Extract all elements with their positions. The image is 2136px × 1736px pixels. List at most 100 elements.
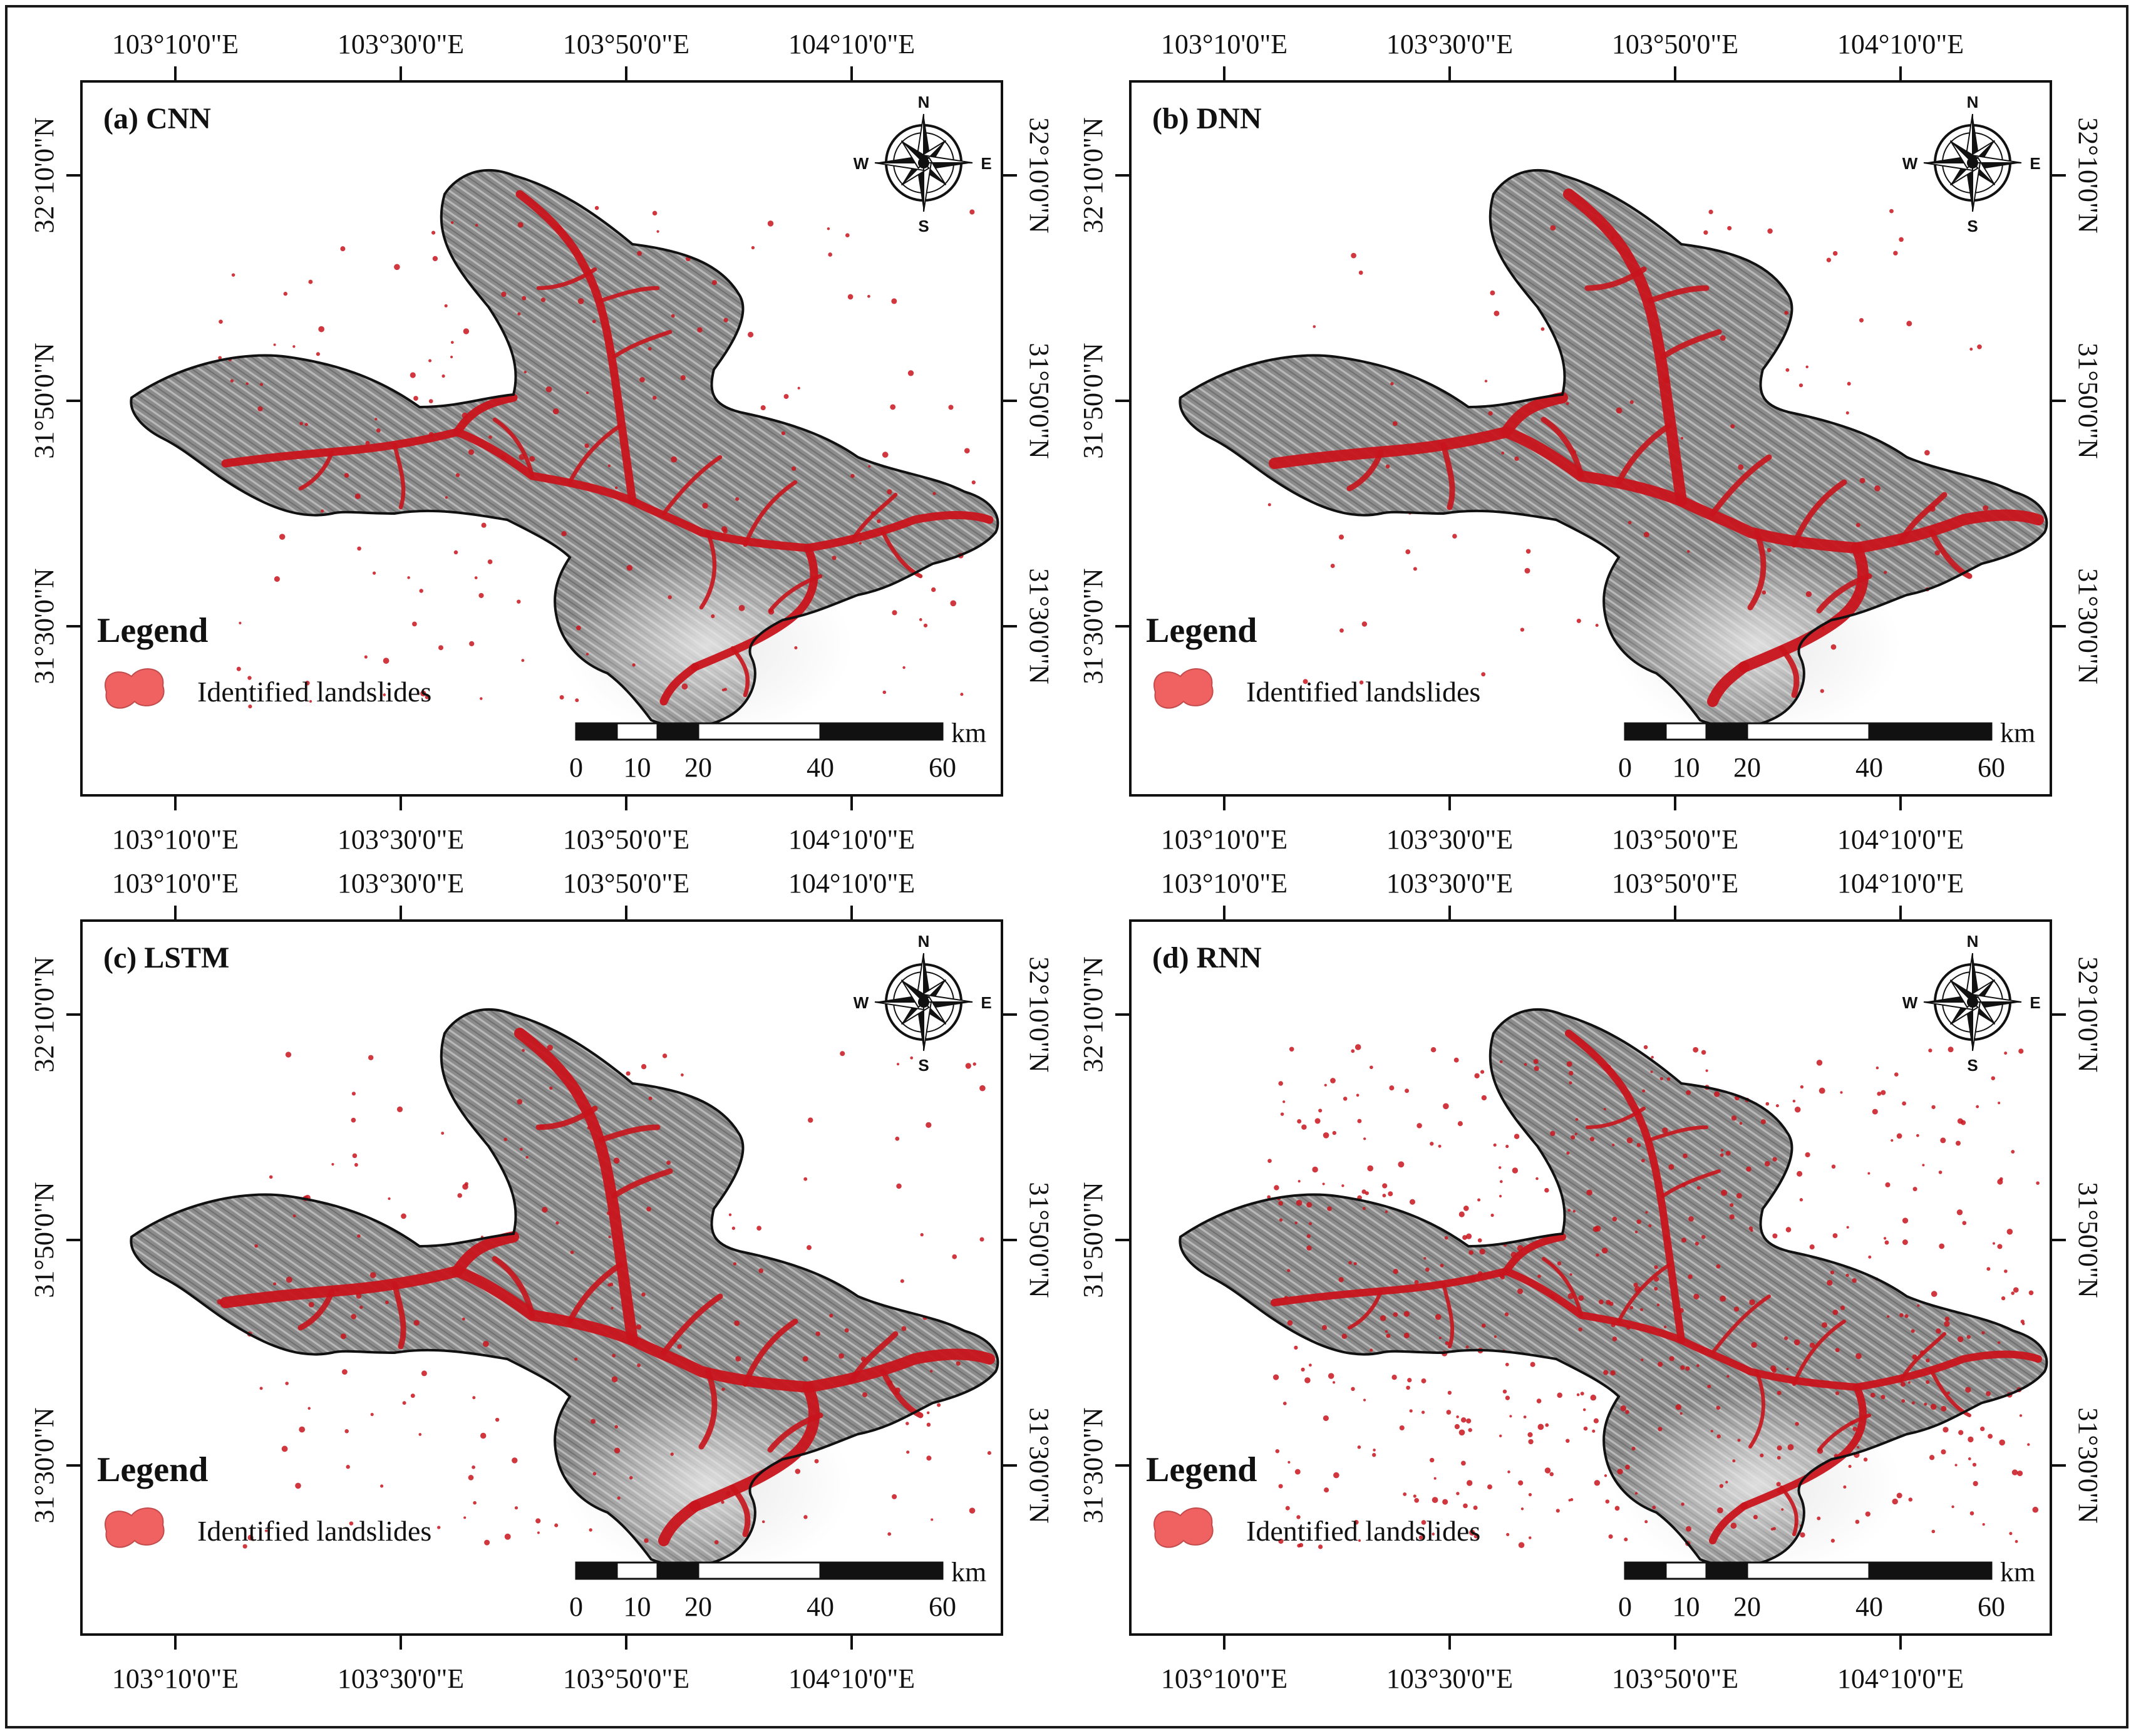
landslide-dot — [413, 396, 418, 401]
landslide-branch — [1659, 329, 1722, 360]
lat-label-right: 31°50'0"N — [2073, 343, 2103, 458]
landslide-dot — [425, 695, 430, 700]
landslide-dot — [617, 1496, 621, 1500]
landslide-branch — [661, 455, 723, 516]
landslide-dot — [1473, 1506, 1478, 1510]
map-panel: (d) RNN103°10'0"E103°10'0"E103°30'0"E103… — [1078, 868, 2103, 1694]
legend-title: Legend — [1146, 1450, 1257, 1489]
landslide-dot — [1294, 1469, 1301, 1475]
landslide-dot — [1681, 1182, 1686, 1187]
landslide-dot — [1843, 1485, 1847, 1489]
landslide-branch — [297, 1288, 335, 1331]
landslide-dot — [1931, 1529, 1936, 1534]
landslide-dot — [2004, 1269, 2008, 1273]
scalebar-tick-label: 20 — [1733, 1591, 1761, 1622]
landslide-branch — [1661, 1169, 1721, 1198]
landslide-branch — [1542, 1257, 1583, 1317]
landslide-channel — [1502, 1233, 1566, 1275]
landslide-channel — [691, 544, 818, 671]
landslide-dot — [1413, 1494, 1416, 1498]
landslide-dot — [1488, 411, 1493, 416]
landslide-dot — [259, 1387, 263, 1390]
landslide-dot — [1528, 1439, 1534, 1445]
landslide-dot — [1306, 1202, 1313, 1208]
landslide-branch — [849, 1331, 899, 1384]
landslide-dot — [1786, 1367, 1789, 1371]
map-panel: (b) DNN103°10'0"E103°10'0"E103°30'0"E103… — [1078, 29, 2103, 855]
landslide-dot — [609, 1282, 614, 1286]
lat-label-left: 31°50'0"N — [1078, 343, 1108, 458]
landslide-dot — [1432, 1532, 1435, 1536]
landslide-dot — [1727, 225, 1732, 230]
landslide-dot — [421, 1370, 427, 1377]
landslide-dot — [1696, 1186, 1701, 1190]
landslide-dot — [537, 1531, 540, 1534]
landslide-dot — [1278, 1484, 1283, 1489]
landslide-dot — [1280, 1112, 1284, 1116]
landslide-dot — [1421, 1520, 1427, 1525]
landslide-dot — [307, 1407, 311, 1410]
landslide-dot — [1797, 1170, 1803, 1177]
landslide-dot — [1658, 1427, 1663, 1432]
landslide-dot — [1596, 1253, 1599, 1257]
landslide-dot — [1423, 1257, 1427, 1260]
landslide-dot — [462, 1184, 468, 1190]
landslide-dot — [2011, 1469, 2018, 1475]
compass-s: S — [1967, 217, 1978, 235]
landslide-dot — [1912, 1187, 1917, 1192]
landslide-dot — [1407, 1378, 1412, 1383]
lon-label-top: 103°50'0"E — [563, 29, 689, 59]
landslide-dot — [1578, 1327, 1582, 1331]
landslide-channel — [1738, 542, 1869, 673]
landslide-dot — [236, 666, 241, 671]
landslide-dot — [576, 625, 581, 631]
landslide-dot — [1891, 1139, 1894, 1142]
landslide-dot — [385, 1300, 389, 1305]
landslide-dot — [1931, 1105, 1936, 1109]
lon-label-bottom: 103°30'0"E — [338, 1663, 464, 1694]
lon-label-top: 104°10'0"E — [788, 868, 915, 899]
landslide-dot — [450, 221, 454, 224]
landslide-dot — [1322, 1182, 1325, 1186]
landslide-dot — [1840, 1305, 1845, 1310]
landslide-dot — [586, 653, 589, 656]
scalebar-tick-label: 60 — [1978, 752, 2005, 783]
landslide-dot — [1509, 1415, 1512, 1418]
landslide-dot — [894, 1391, 899, 1395]
landslide-dot — [1463, 1503, 1468, 1509]
landslide-dot — [1609, 1301, 1614, 1306]
landslide-branch — [1930, 1370, 1971, 1417]
landslide-dot — [1524, 567, 1530, 574]
landslide-dot — [1479, 1248, 1485, 1255]
landslide-dot — [1611, 1322, 1616, 1328]
landslide-dot — [1304, 1377, 1311, 1383]
landslide-dot — [1645, 1211, 1648, 1214]
landslide-dot — [1574, 1132, 1577, 1135]
landslide-dot — [1850, 1420, 1854, 1425]
landslide-dot — [1610, 235, 1615, 240]
landslide-dot — [1902, 1101, 1906, 1106]
landslide-dot — [1648, 1224, 1652, 1227]
panel-label: (c) LSTM — [103, 941, 229, 974]
landslide-branch — [567, 423, 622, 485]
landslide-dot — [1440, 1263, 1444, 1268]
landslide-dot — [357, 546, 361, 551]
landslide-dot — [1306, 1245, 1312, 1251]
landslide-dot — [1636, 1143, 1641, 1147]
landslide-dot — [735, 497, 740, 501]
landslide-dot — [828, 252, 833, 257]
landslide-dot — [1467, 1480, 1473, 1486]
landslide-dot — [1405, 1088, 1410, 1093]
landslide-dot — [1714, 1091, 1720, 1097]
landslide-dot — [1904, 1314, 1909, 1318]
landslide-dot — [1626, 1325, 1631, 1330]
landslide-dot — [1730, 1203, 1734, 1207]
scalebar-segment — [575, 722, 618, 741]
lat-label-left: 32°10'0"N — [1078, 956, 1108, 1072]
landslide-dot — [987, 1451, 991, 1455]
landslide-dot — [1501, 452, 1505, 455]
landslide-dot — [462, 412, 468, 419]
landslide-dot — [407, 576, 410, 579]
landslide-dot — [1505, 1362, 1509, 1367]
landslide-dot — [1707, 1384, 1711, 1388]
